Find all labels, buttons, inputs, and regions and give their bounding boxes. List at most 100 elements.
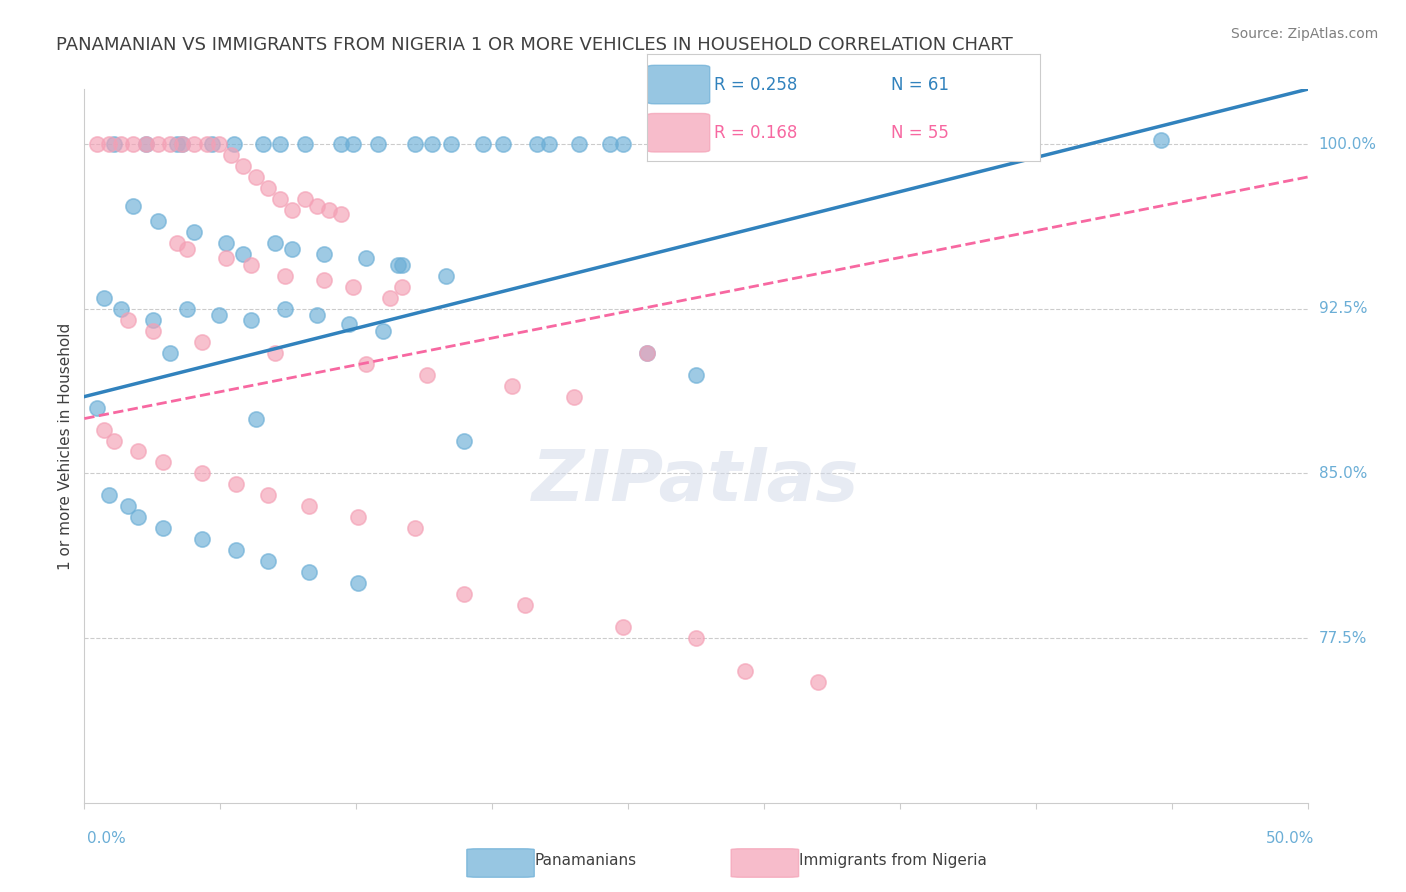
Point bbox=[142, 324, 165, 338]
Point bbox=[215, 235, 238, 250]
Point bbox=[354, 252, 377, 266]
Point bbox=[404, 521, 426, 535]
Point bbox=[337, 317, 360, 331]
Point bbox=[807, 675, 830, 690]
Point bbox=[440, 137, 463, 152]
Point bbox=[117, 312, 139, 326]
Point bbox=[330, 137, 353, 152]
Point bbox=[97, 488, 120, 502]
Point bbox=[93, 423, 115, 437]
Point bbox=[294, 137, 316, 152]
Point bbox=[636, 345, 658, 359]
Point bbox=[172, 137, 194, 152]
Point bbox=[215, 252, 238, 266]
Point bbox=[127, 444, 149, 458]
Point bbox=[294, 192, 316, 206]
Point bbox=[103, 137, 125, 152]
Point bbox=[513, 598, 536, 612]
Point bbox=[219, 148, 242, 162]
Point bbox=[232, 159, 254, 173]
Point bbox=[1002, 148, 1025, 162]
Point bbox=[93, 291, 115, 305]
FancyBboxPatch shape bbox=[647, 65, 710, 103]
Point bbox=[264, 235, 287, 250]
Point bbox=[636, 345, 658, 359]
Point bbox=[122, 137, 145, 152]
Point bbox=[562, 390, 585, 404]
Text: Immigrants from Nigeria: Immigrants from Nigeria bbox=[799, 854, 987, 868]
Point bbox=[191, 533, 214, 547]
Point bbox=[232, 247, 254, 261]
Point bbox=[453, 434, 475, 448]
Point bbox=[127, 510, 149, 524]
Point bbox=[183, 225, 205, 239]
Point bbox=[391, 258, 413, 272]
Point bbox=[166, 235, 188, 250]
Point bbox=[538, 137, 561, 152]
Point bbox=[391, 280, 413, 294]
Point bbox=[354, 357, 377, 371]
Point bbox=[117, 500, 139, 514]
Text: R = 0.258: R = 0.258 bbox=[714, 76, 797, 94]
Text: ZIPatlas: ZIPatlas bbox=[533, 447, 859, 516]
FancyBboxPatch shape bbox=[647, 113, 710, 152]
Point bbox=[252, 137, 274, 152]
Point bbox=[142, 312, 165, 326]
Text: N = 61: N = 61 bbox=[891, 76, 949, 94]
Point bbox=[612, 137, 634, 152]
Text: 50.0%: 50.0% bbox=[1267, 831, 1315, 846]
Point bbox=[208, 137, 231, 152]
Text: 100.0%: 100.0% bbox=[1319, 136, 1376, 152]
Point bbox=[269, 137, 291, 152]
Point bbox=[152, 455, 174, 469]
Point bbox=[472, 137, 495, 152]
Point bbox=[200, 137, 222, 152]
Point bbox=[110, 137, 132, 152]
Point bbox=[191, 467, 214, 481]
Text: 77.5%: 77.5% bbox=[1319, 631, 1367, 646]
Point bbox=[298, 566, 321, 580]
Point bbox=[257, 488, 280, 502]
Point bbox=[318, 202, 340, 217]
Point bbox=[159, 137, 181, 152]
Point bbox=[225, 543, 247, 558]
Point bbox=[274, 268, 297, 283]
Point bbox=[274, 301, 297, 316]
Text: R = 0.168: R = 0.168 bbox=[714, 124, 797, 142]
Text: Source: ZipAtlas.com: Source: ZipAtlas.com bbox=[1230, 27, 1378, 41]
Point bbox=[122, 198, 145, 212]
Text: 92.5%: 92.5% bbox=[1319, 301, 1367, 317]
Point bbox=[257, 554, 280, 568]
FancyBboxPatch shape bbox=[467, 849, 534, 878]
Point bbox=[342, 280, 364, 294]
Point bbox=[314, 247, 336, 261]
Point bbox=[1150, 133, 1173, 147]
Point bbox=[567, 137, 589, 152]
Point bbox=[222, 137, 245, 152]
Point bbox=[245, 411, 267, 425]
Point bbox=[159, 345, 181, 359]
FancyBboxPatch shape bbox=[731, 849, 799, 878]
Point bbox=[195, 137, 218, 152]
Point bbox=[135, 137, 157, 152]
Point bbox=[526, 137, 548, 152]
Point bbox=[453, 587, 475, 601]
Text: 0.0%: 0.0% bbox=[87, 831, 127, 846]
Point bbox=[183, 137, 205, 152]
Point bbox=[208, 309, 231, 323]
Point bbox=[612, 620, 634, 634]
Point bbox=[342, 137, 364, 152]
Point bbox=[176, 301, 198, 316]
Point bbox=[416, 368, 439, 382]
Y-axis label: 1 or more Vehicles in Household: 1 or more Vehicles in Household bbox=[58, 322, 73, 570]
Point bbox=[264, 345, 287, 359]
Point bbox=[305, 309, 328, 323]
Point bbox=[245, 169, 267, 184]
Point bbox=[501, 378, 523, 392]
Point bbox=[330, 207, 353, 221]
Point bbox=[305, 198, 328, 212]
Point bbox=[371, 324, 394, 338]
Point bbox=[146, 137, 169, 152]
Text: Panamanians: Panamanians bbox=[534, 854, 637, 868]
Point bbox=[734, 664, 756, 678]
